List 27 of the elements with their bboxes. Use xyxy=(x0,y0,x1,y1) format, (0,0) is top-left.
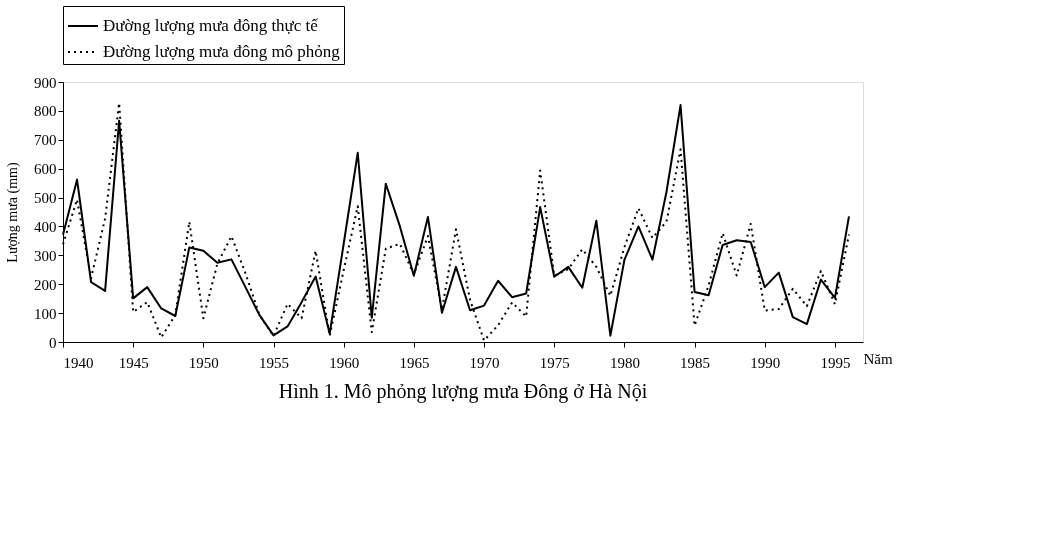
y-tick-label: 200 xyxy=(34,276,57,293)
y-tick-label: 600 xyxy=(34,161,57,178)
y-tick-label: 100 xyxy=(34,305,57,322)
y-axis-title: Lượng mưa (mm) xyxy=(5,162,21,263)
x-tick-label: 1965 xyxy=(399,354,430,371)
x-tick-label: 1940 xyxy=(63,354,94,371)
y-tick-label: 500 xyxy=(34,190,57,207)
x-tick-label: 1970 xyxy=(469,354,500,371)
x-tick-label: 1945 xyxy=(118,354,149,371)
text: Hình 1. Mô phỏng lượng mưa Đông ở Hà Nội xyxy=(278,380,648,403)
x-tick-label: 1990 xyxy=(750,354,781,371)
x-tick-label: 1995 xyxy=(820,354,851,371)
y-tick-label: 0 xyxy=(49,334,57,351)
x-tick-label: 1980 xyxy=(609,354,640,371)
x-tick-label: 1985 xyxy=(680,354,711,371)
y-tick-label: 400 xyxy=(34,218,57,235)
x-axis-title: Năm xyxy=(863,350,893,367)
y-tick-label: 900 xyxy=(34,74,57,91)
x-tick-label: 1975 xyxy=(539,354,570,371)
x-tick-label: 1950 xyxy=(188,354,219,371)
legend-label: Đường lượng mưa đông mô phỏng xyxy=(103,42,341,61)
y-tick-label: 300 xyxy=(34,247,57,264)
y-tick-label: 700 xyxy=(34,132,57,149)
x-tick-label: 1960 xyxy=(329,354,360,371)
legend-label: Đường lượng mưa đông thực tế xyxy=(103,16,319,35)
y-tick-label: 800 xyxy=(34,103,57,120)
x-tick-label: 1955 xyxy=(259,354,290,371)
